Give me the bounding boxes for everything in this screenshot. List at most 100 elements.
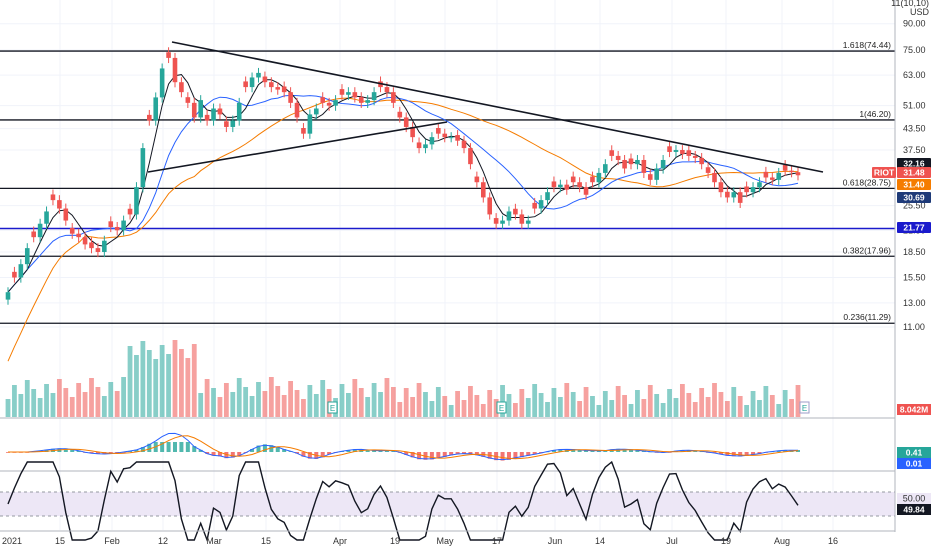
- triangle-support-line: [147, 121, 448, 173]
- candle-body: [301, 128, 306, 134]
- macd-histogram-bar: [76, 450, 81, 452]
- candle-body: [172, 57, 178, 83]
- candle-body: [448, 137, 454, 139]
- volume-bar: [468, 386, 473, 417]
- price-axis-label: 18.50: [903, 247, 926, 257]
- time-axis-label: May: [436, 536, 454, 546]
- volume-bar: [249, 396, 255, 417]
- macd-line: [8, 432, 798, 461]
- macd-histogram-bar: [95, 452, 100, 455]
- candle-body: [461, 140, 467, 149]
- earnings-marker-label: E: [499, 404, 504, 413]
- macd-histogram-bar: [532, 452, 537, 455]
- macd-histogram-bar: [295, 452, 300, 454]
- volume-bar: [538, 393, 544, 417]
- price-axis-label: 63.00: [903, 70, 926, 80]
- fib-level-label: 0.618(28.75): [843, 177, 891, 187]
- volume-bar: [101, 396, 107, 417]
- volume-bar: [757, 400, 762, 417]
- volume-bar: [82, 392, 88, 417]
- volume-tag-label: 8.042M: [900, 405, 928, 415]
- candle-body: [121, 220, 126, 231]
- candle-body: [718, 182, 724, 193]
- volume-bar: [390, 387, 396, 417]
- volume-bar: [519, 389, 525, 417]
- volume-bar: [18, 394, 24, 417]
- volume-bar: [294, 390, 300, 417]
- candle-body: [641, 159, 647, 173]
- macd-histogram-bar: [256, 445, 261, 452]
- macd-histogram-bar: [391, 450, 396, 452]
- candle-body: [191, 102, 197, 118]
- candle-body: [731, 192, 737, 198]
- axis-currency: USD: [910, 7, 930, 17]
- candle-body: [660, 159, 666, 169]
- volume-bar: [230, 392, 236, 417]
- candle-body: [76, 233, 81, 238]
- candle-body: [57, 200, 62, 209]
- price-axis-label: 15.50: [903, 273, 926, 283]
- macd-histogram-bar: [783, 450, 788, 452]
- volume-bar: [583, 387, 589, 417]
- sma-slow-line: [7, 97, 799, 362]
- time-axis-label: Jul: [666, 536, 678, 546]
- candle-body: [519, 214, 525, 224]
- macd-histogram-bar: [282, 449, 287, 452]
- macd-histogram-bar: [590, 450, 595, 452]
- volume-bar: [596, 405, 602, 417]
- candle-body: [211, 108, 216, 121]
- volume-bar: [223, 383, 229, 417]
- time-axis-label: Feb: [104, 536, 120, 546]
- candle-body: [577, 182, 582, 188]
- volume-bar: [512, 403, 518, 417]
- volume-bar: [378, 392, 383, 417]
- macd-histogram-bar: [442, 452, 447, 457]
- volume-bar: [679, 384, 685, 417]
- candle-body: [217, 108, 223, 115]
- volume-bar: [198, 393, 204, 417]
- volume-bar: [699, 388, 705, 417]
- volume-bar: [31, 389, 37, 417]
- macd-histogram-bar: [410, 452, 415, 458]
- volume-bar: [89, 378, 94, 417]
- volume-bar: [358, 388, 364, 417]
- volume-bar: [262, 391, 268, 417]
- earnings-marker: [496, 401, 507, 414]
- candle-body: [596, 172, 602, 183]
- volume-bar: [615, 386, 621, 417]
- macd-histogram-bar: [224, 452, 229, 459]
- volume-bar: [435, 387, 441, 417]
- price-tag-label: 21.77: [903, 223, 925, 233]
- macd-histogram-bar: [757, 452, 762, 454]
- volume-bar: [320, 380, 326, 417]
- volume-bar: [724, 401, 730, 417]
- macd-histogram-bar: [269, 445, 274, 452]
- volume-bar: [551, 388, 557, 417]
- volume-bar: [609, 400, 615, 417]
- macd-histogram-bar: [160, 442, 165, 452]
- fib-level-label: 0.382(17.96): [843, 245, 891, 255]
- candle-body: [692, 155, 698, 158]
- volume-bar: [647, 385, 653, 417]
- candle-body: [114, 226, 120, 231]
- price-tag: [897, 192, 931, 203]
- volume-bar: [313, 394, 319, 417]
- volume-bar: [307, 385, 313, 417]
- macd-histogram-bar: [622, 448, 627, 452]
- volume-bar: [795, 385, 801, 417]
- macd-histogram-bar: [404, 452, 409, 455]
- volume-bar: [69, 397, 75, 417]
- macd-histogram-bar: [352, 449, 357, 452]
- volume-bar: [371, 383, 377, 417]
- price-tag: [897, 179, 931, 190]
- volume-bar: [397, 402, 403, 417]
- volume-bar: [134, 355, 139, 417]
- fib-level-label: 1.618(74.44): [843, 40, 891, 50]
- volume-bar: [243, 387, 249, 417]
- volume-bar: [159, 345, 165, 417]
- macd-histogram-bar: [526, 452, 531, 456]
- price-tag: [897, 167, 931, 178]
- candle-body: [615, 155, 621, 160]
- volume-bar: [667, 389, 672, 417]
